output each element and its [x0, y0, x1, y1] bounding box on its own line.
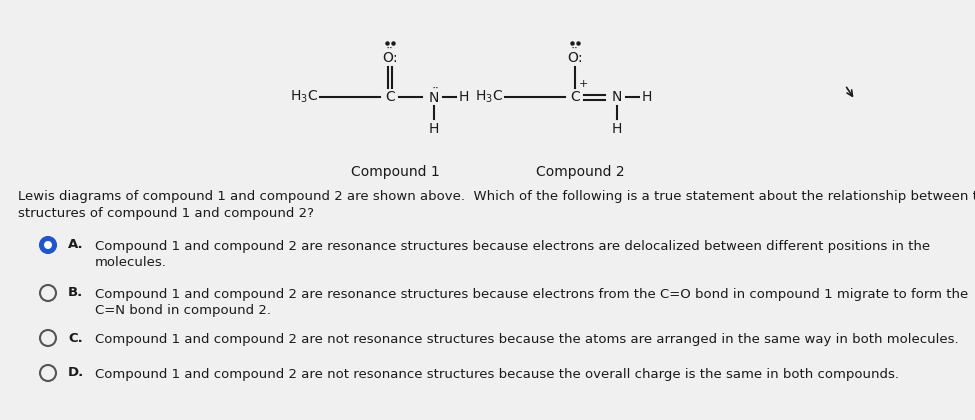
Circle shape — [44, 241, 52, 249]
Text: A.: A. — [68, 239, 84, 252]
Text: Compound 1 and compound 2 are not resonance structures because the overall charg: Compound 1 and compound 2 are not resona… — [95, 368, 899, 381]
Text: $\mathregular{H_3C}$: $\mathregular{H_3C}$ — [475, 89, 503, 105]
Text: Compound 1 and compound 2 are resonance structures because electrons are delocal: Compound 1 and compound 2 are resonance … — [95, 240, 930, 253]
Text: Lewis diagrams of compound 1 and compound 2 are shown above.  Which of the follo: Lewis diagrams of compound 1 and compoun… — [18, 190, 975, 203]
Text: H: H — [612, 122, 622, 136]
Text: structures of compound 1 and compound 2?: structures of compound 1 and compound 2? — [18, 207, 314, 220]
Text: $\mathregular{\ddot{N}}$: $\mathregular{\ddot{N}}$ — [428, 88, 440, 106]
Text: $\mathregular{\ddot{O}}$:: $\mathregular{\ddot{O}}$: — [567, 47, 583, 66]
Text: C: C — [570, 90, 580, 104]
Text: $\mathregular{H_3C}$: $\mathregular{H_3C}$ — [290, 89, 318, 105]
Text: Compound 1 and compound 2 are resonance structures because electrons from the C=: Compound 1 and compound 2 are resonance … — [95, 288, 968, 301]
Text: C=N bond in compound 2.: C=N bond in compound 2. — [95, 304, 271, 317]
Text: Compound 1: Compound 1 — [351, 165, 440, 179]
Text: D.: D. — [68, 367, 84, 380]
Text: H: H — [459, 90, 469, 104]
Text: C: C — [385, 90, 395, 104]
Text: C.: C. — [68, 331, 83, 344]
Text: N: N — [612, 90, 622, 104]
Circle shape — [40, 237, 56, 253]
Text: Compound 2: Compound 2 — [535, 165, 624, 179]
Text: +: + — [578, 79, 588, 89]
Text: H: H — [642, 90, 652, 104]
Text: B.: B. — [68, 286, 83, 299]
Text: H: H — [429, 122, 439, 136]
Text: Compound 1 and compound 2 are not resonance structures because the atoms are arr: Compound 1 and compound 2 are not resona… — [95, 333, 958, 346]
Text: $\mathregular{\ddot{O}}$:: $\mathregular{\ddot{O}}$: — [382, 47, 398, 66]
Text: molecules.: molecules. — [95, 256, 167, 269]
